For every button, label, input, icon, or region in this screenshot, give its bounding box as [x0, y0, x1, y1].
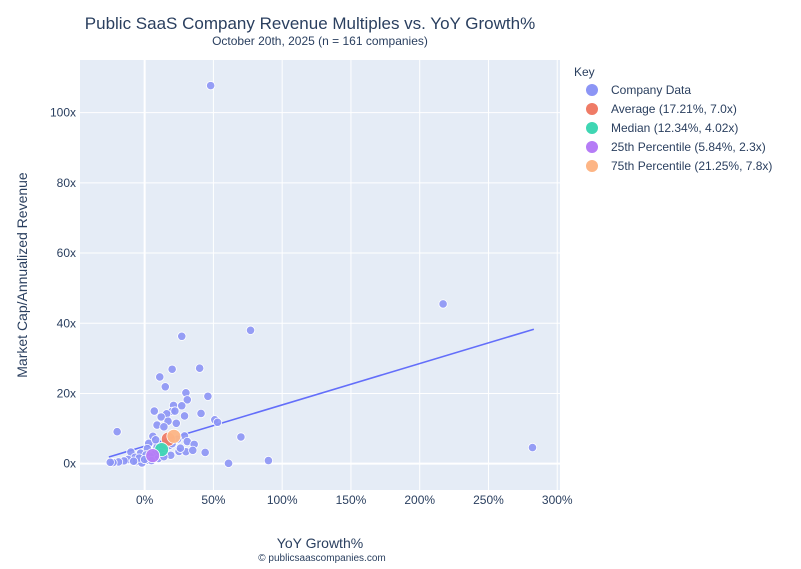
legend: Key Company Data Average (17.21%, 7.0x) Me… [574, 65, 772, 173]
legend-entry-label: 25th Percentile (5.84%, 2.3x) [611, 140, 766, 154]
company-data-point [223, 458, 234, 468]
company-data-point [156, 412, 166, 422]
x-tick-label: 100% [267, 493, 298, 507]
company-data-point [155, 372, 165, 382]
y-tick-label: 100x [50, 106, 76, 120]
company-data-point [438, 299, 448, 309]
legend-entry-label: Average (17.21%, 7.0x) [611, 102, 737, 116]
y-tick-label: 20x [57, 386, 76, 400]
x-tick-label: 0% [136, 493, 154, 507]
y-tick-labels: 0x 20x 40x 60x 80x 100x [50, 106, 76, 471]
legend-marker [586, 103, 598, 115]
chart-title: Public SaaS Company Revenue Multiples vs… [85, 14, 535, 33]
company-data-point [236, 432, 246, 442]
company-data-point [212, 417, 223, 427]
x-tick-label: 300% [542, 493, 573, 507]
company-data-point [177, 331, 187, 341]
x-axis-title: YoY Growth% [277, 535, 363, 551]
company-data-point [188, 445, 198, 455]
company-data-point [167, 364, 177, 374]
company-data-point [206, 81, 216, 91]
data-points [105, 81, 538, 468]
company-data-point [112, 427, 122, 437]
y-tick-label: 40x [57, 316, 76, 330]
company-data-point [177, 401, 187, 411]
company-data-point [196, 408, 206, 419]
legend-marker [586, 84, 598, 96]
y-axis-title: Market Cap/Annualized Revenue [14, 172, 30, 378]
company-data-point [245, 325, 256, 335]
gridlines [80, 60, 560, 490]
company-data-point [263, 455, 274, 466]
x-tick-label: 250% [473, 493, 504, 507]
company-data-point [159, 422, 169, 432]
company-data-point [149, 406, 159, 416]
company-data-point [203, 391, 213, 401]
summary-point [145, 448, 161, 464]
legend-title: Key [574, 65, 595, 79]
company-data-point [182, 395, 192, 405]
company-data-point [129, 456, 139, 466]
legend-entry-label: 75th Percentile (21.25%, 7.8x) [611, 159, 772, 173]
legend-marker [586, 122, 598, 134]
company-data-point [151, 435, 161, 445]
company-data-point [175, 443, 186, 453]
x-tick-label: 200% [404, 493, 435, 507]
y-tick-label: 0x [63, 457, 76, 471]
legend-entry-label: Median (12.34%, 4.02x) [611, 121, 738, 135]
company-data-point [105, 457, 115, 467]
company-data-point [171, 418, 181, 428]
company-data-point [179, 411, 190, 421]
legend-marker [586, 141, 598, 153]
company-data-point [200, 447, 210, 458]
company-data-point [170, 406, 180, 416]
x-tick-label: 50% [201, 493, 225, 507]
summary-point [166, 428, 182, 444]
x-tick-labels: 0% 50% 100% 150% 200% 250% 300% [136, 493, 573, 507]
company-data-point [160, 382, 170, 392]
footer-credit: © publicsaascompanies.com [258, 553, 385, 564]
legend-marker [586, 160, 598, 172]
y-tick-label: 80x [57, 176, 76, 190]
company-data-point [195, 363, 205, 373]
chart-subtitle: October 20th, 2025 (n = 161 companies) [212, 34, 428, 48]
x-tick-label: 150% [336, 493, 367, 507]
legend-items: Company Data Average (17.21%, 7.0x) Median… [586, 83, 772, 173]
legend-entry-label: Company Data [611, 83, 691, 97]
y-tick-label: 60x [57, 246, 76, 260]
company-data-point [527, 442, 538, 453]
